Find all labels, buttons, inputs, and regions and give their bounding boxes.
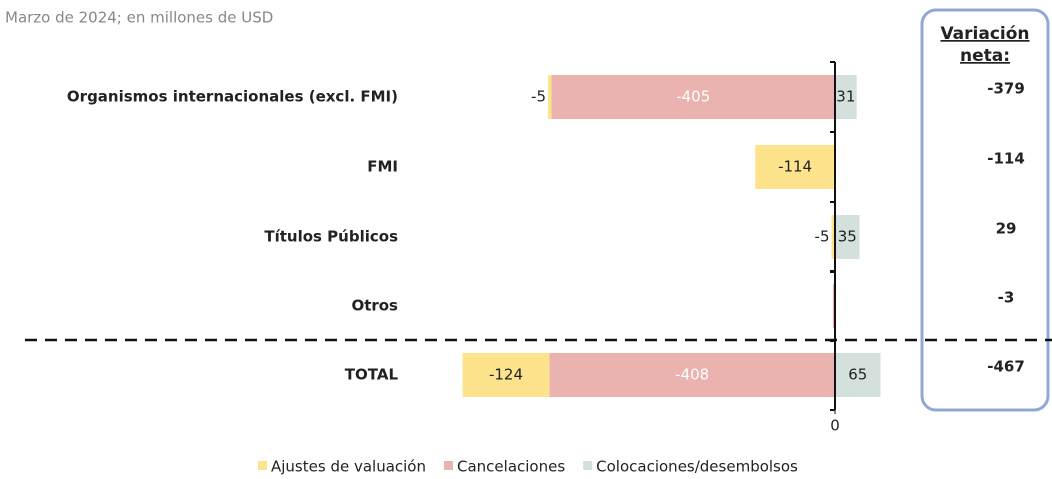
legend-label: Colocaciones/desembolsos [596, 458, 798, 476]
value-label: 65 [848, 366, 867, 384]
bar [755, 145, 835, 189]
bar [835, 215, 860, 259]
value-label: -124 [489, 366, 523, 384]
x-tick-label: 0 [830, 417, 840, 435]
legend-swatch [258, 461, 267, 470]
subtitle: Marzo de 2024; en millones de USD [5, 9, 273, 27]
value-label: 35 [838, 228, 857, 246]
category-label: Títulos Públicos [264, 228, 398, 246]
value-label: -114 [778, 158, 812, 176]
category-label: Otros [351, 297, 398, 315]
bar [548, 75, 552, 119]
net-title: neta: [960, 46, 1010, 66]
legend-swatch [583, 461, 593, 470]
net-title: Variación [940, 24, 1029, 44]
net-value: -3 [998, 289, 1015, 307]
bar [835, 75, 857, 119]
bar [835, 353, 881, 397]
net-value: -467 [987, 358, 1025, 376]
value-label: -405 [676, 88, 710, 106]
bar [832, 284, 835, 328]
legend-label: Cancelaciones [457, 458, 565, 476]
value-label: -408 [675, 366, 709, 384]
legend-swatch [444, 461, 453, 470]
net-value: -114 [987, 150, 1025, 168]
bar [462, 353, 550, 397]
category-label: FMI [367, 158, 398, 176]
bar [831, 215, 835, 259]
net-box [920, 8, 1050, 412]
category-label: TOTAL [345, 366, 399, 384]
bar [551, 75, 835, 119]
legend-label: Ajustes de valuación [271, 458, 426, 476]
category-label: Organismos internacionales (excl. FMI) [67, 88, 398, 106]
net-value: 29 [996, 220, 1017, 238]
value-label: 31 [836, 88, 855, 106]
value-label: -5 [815, 228, 830, 246]
bar [549, 353, 835, 397]
value-label: -5 [531, 88, 546, 106]
net-value: -379 [987, 80, 1025, 98]
